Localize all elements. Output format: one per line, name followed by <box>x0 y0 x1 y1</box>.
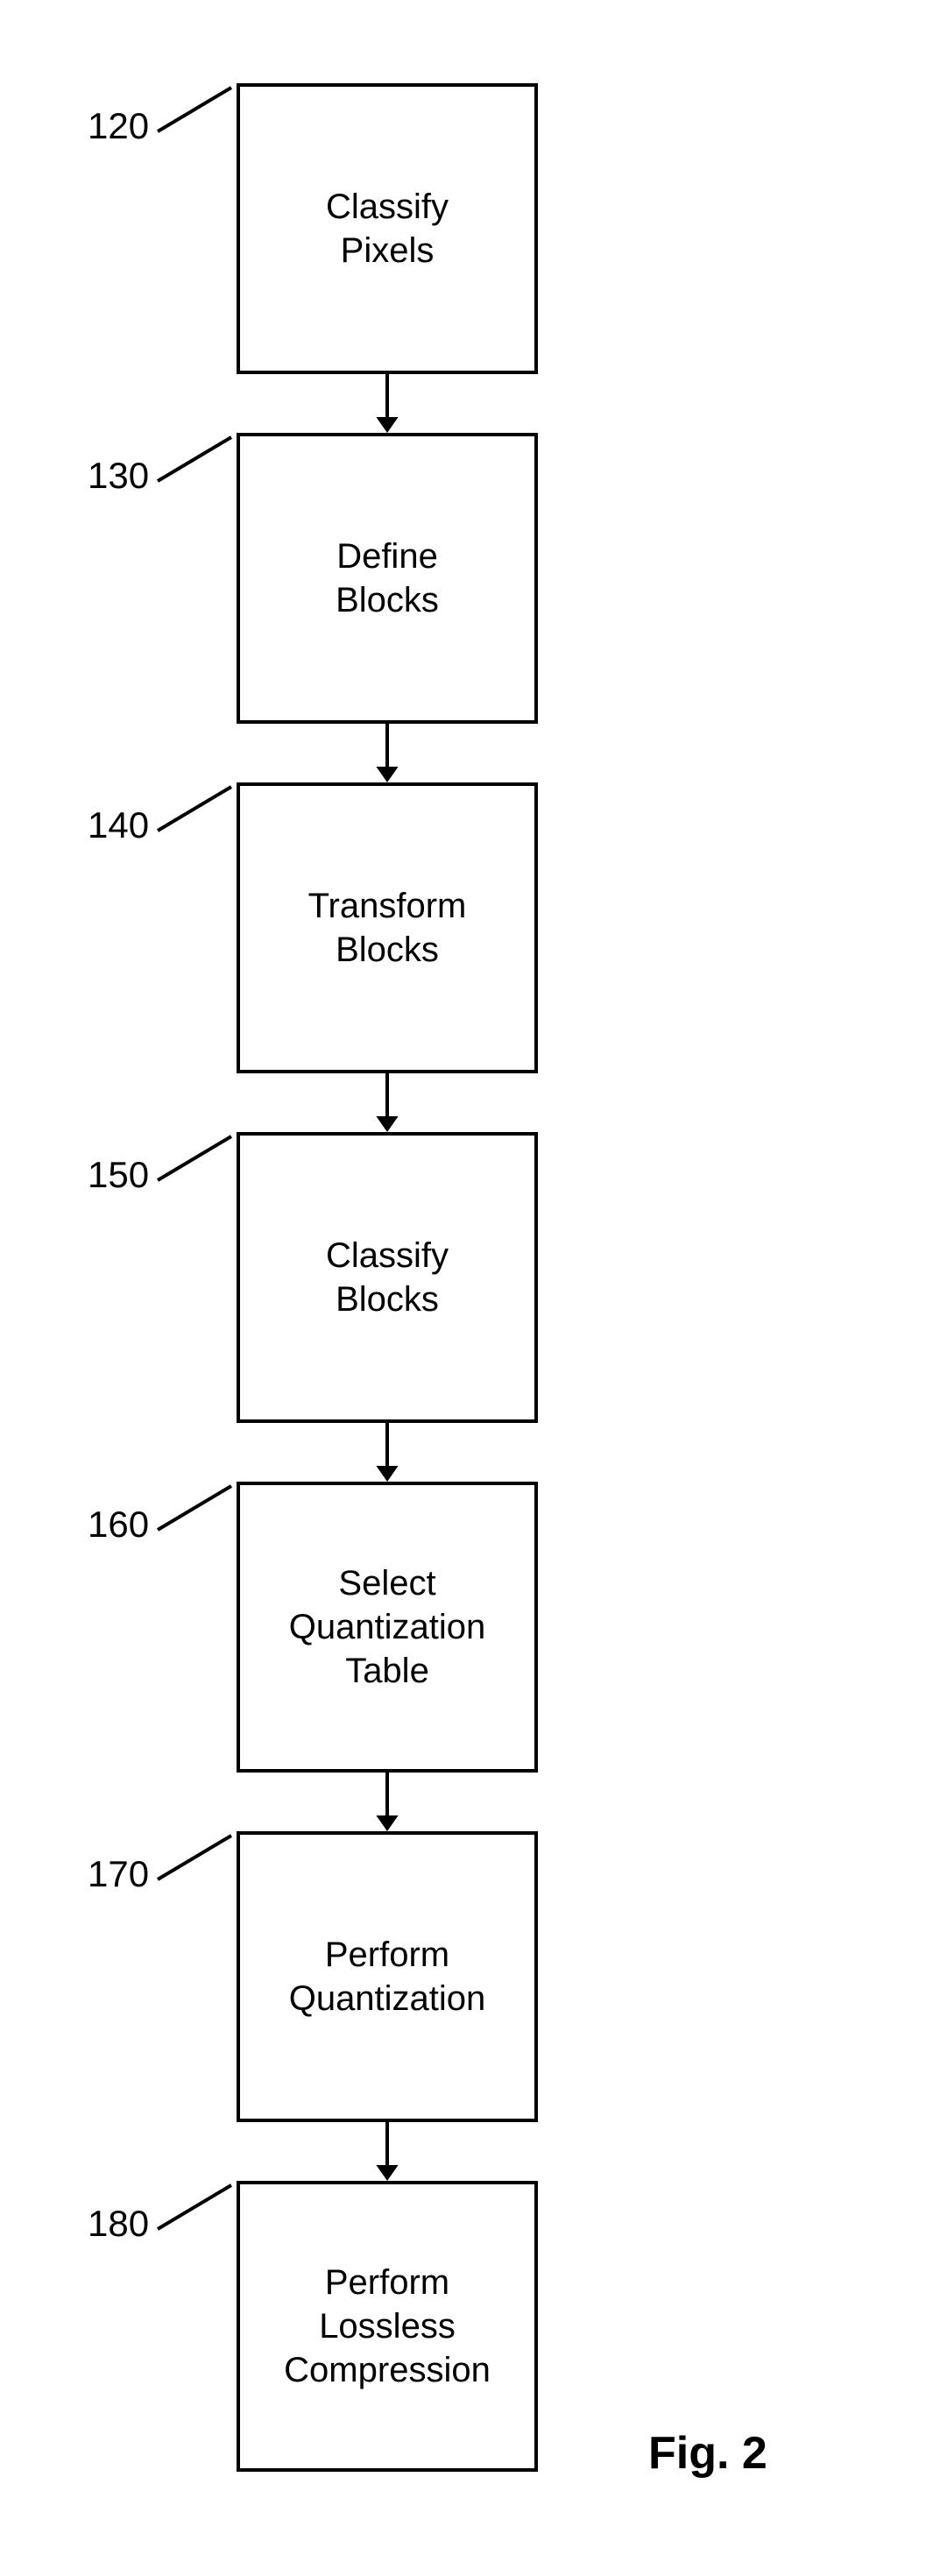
ref-label-170: 170 <box>88 1853 149 1895</box>
flow-node-140: Transform Blocks <box>237 782 538 1073</box>
ref-label-180: 180 <box>88 2203 149 2245</box>
flow-node-180: Perform Lossless Compression <box>237 2181 538 2472</box>
flow-node-160: Select Quantization Table <box>237 1482 538 1773</box>
ref-label-150: 150 <box>88 1154 149 1196</box>
figure-label: Fig. 2 <box>648 2427 767 2480</box>
flowchart-canvas: Classify Pixels Define Blocks Transform Bl… <box>0 0 926 2576</box>
ref-label-130: 130 <box>88 455 149 497</box>
ref-label-120: 120 <box>88 105 149 147</box>
ref-label-160: 160 <box>88 1504 149 1546</box>
ref-label-140: 140 <box>88 804 149 846</box>
flow-node-120: Classify Pixels <box>237 83 538 374</box>
flow-node-170: Perform Quantization <box>237 1831 538 2122</box>
flow-node-130: Define Blocks <box>237 433 538 724</box>
flow-node-150: Classify Blocks <box>237 1132 538 1423</box>
